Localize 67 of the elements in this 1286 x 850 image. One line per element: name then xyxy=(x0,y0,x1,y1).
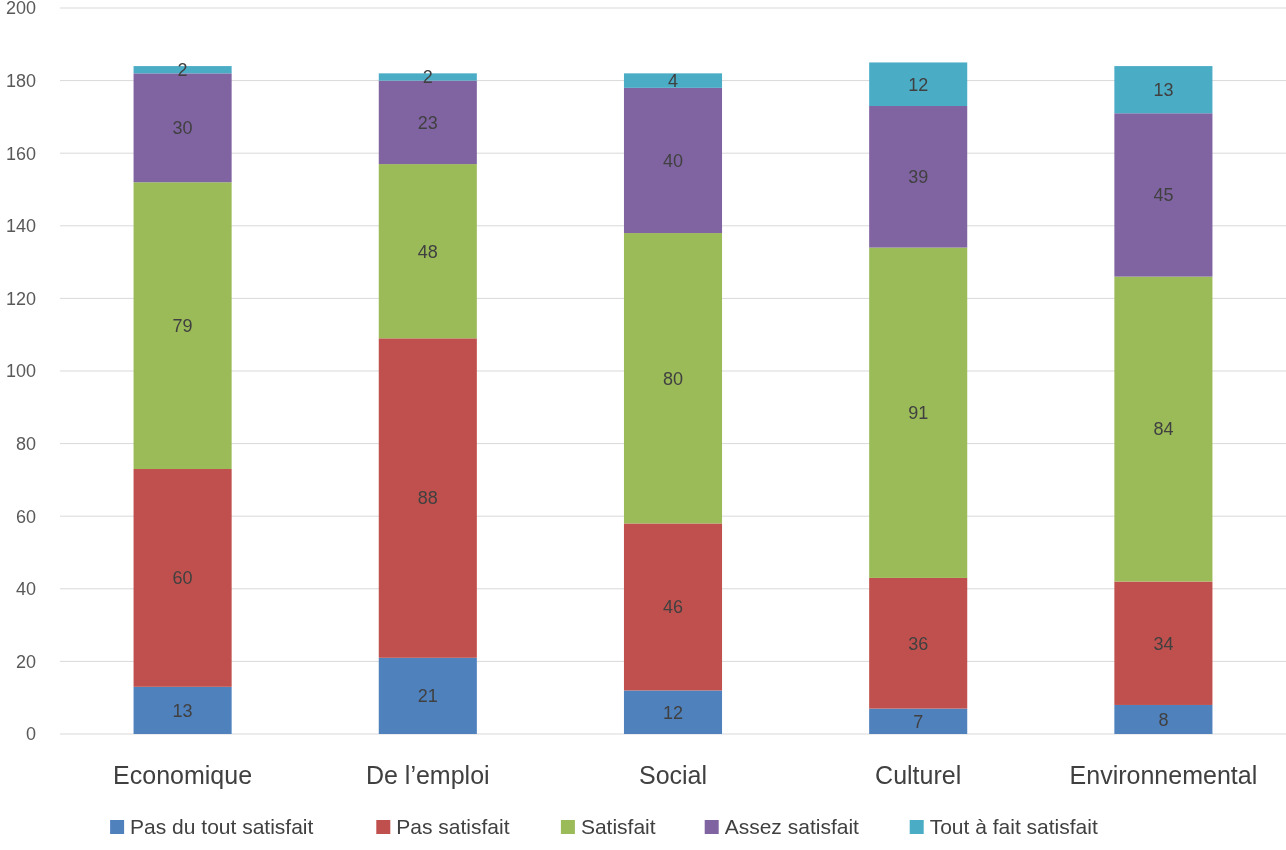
data-label: 8 xyxy=(1158,709,1169,730)
bar xyxy=(869,247,968,578)
legend-label: Satisfait xyxy=(580,815,656,838)
x-tick-label: Environnemental xyxy=(1069,761,1258,789)
data-label: 30 xyxy=(172,118,193,139)
data-label: 21 xyxy=(417,686,438,707)
y-tick-label: 160 xyxy=(5,143,36,164)
data-label: 4 xyxy=(667,70,679,91)
bar xyxy=(378,657,477,734)
bar xyxy=(623,87,723,234)
y-tick-label: 120 xyxy=(5,288,36,309)
bar xyxy=(869,106,968,248)
x-tick-label: Culturel xyxy=(875,761,962,789)
legend-label: Assez satisfait xyxy=(724,815,860,838)
data-label: 39 xyxy=(908,167,929,188)
y-tick-label: 40 xyxy=(15,579,36,600)
data-label: 13 xyxy=(1153,79,1174,100)
data-label: 46 xyxy=(662,597,684,618)
x-tick-label: De l’emploi xyxy=(365,761,490,789)
bar xyxy=(1114,113,1213,277)
bar xyxy=(133,686,232,734)
y-tick-label: 140 xyxy=(5,216,36,237)
data-label: 60 xyxy=(172,568,193,589)
y-tick-label: 200 xyxy=(5,0,36,19)
data-label: 7 xyxy=(913,711,924,732)
data-label: 2 xyxy=(177,60,188,81)
bar xyxy=(869,577,968,709)
bar xyxy=(1114,66,1213,114)
bar xyxy=(1114,704,1213,734)
data-label: 48 xyxy=(417,241,438,262)
data-label: 80 xyxy=(662,368,684,389)
legend-label: Pas satisfait xyxy=(396,815,510,838)
legend-label: Pas du tout satisfait xyxy=(130,815,314,838)
data-label: 13 xyxy=(172,700,193,721)
data-label: 12 xyxy=(662,702,684,723)
bar xyxy=(378,164,477,339)
bar xyxy=(623,73,723,88)
bar xyxy=(623,523,723,691)
y-tick-label: 180 xyxy=(5,70,36,91)
data-label: 45 xyxy=(1153,185,1174,206)
bar xyxy=(378,338,477,658)
y-tick-label: 100 xyxy=(5,361,36,382)
y-tick-label: 0 xyxy=(25,724,36,745)
data-label: 84 xyxy=(1153,419,1174,440)
data-label: 79 xyxy=(172,315,193,336)
data-label: 36 xyxy=(908,633,929,654)
data-label: 40 xyxy=(662,150,684,171)
data-label: 12 xyxy=(908,74,929,95)
data-label: 91 xyxy=(908,403,929,424)
bar xyxy=(133,182,232,470)
bar xyxy=(623,690,723,734)
y-tick-label: 80 xyxy=(15,433,36,454)
y-tick-label: 20 xyxy=(15,651,36,672)
bar xyxy=(623,233,723,524)
bar xyxy=(869,62,968,107)
data-label: 23 xyxy=(417,112,438,133)
x-tick-label: Economique xyxy=(113,761,253,789)
bar xyxy=(869,708,968,734)
x-tick-label: Social xyxy=(638,761,708,789)
data-label: 2 xyxy=(422,67,433,88)
legend-label: Tout à fait satisfait xyxy=(929,815,1098,838)
bar xyxy=(1114,276,1213,582)
bar xyxy=(1114,581,1213,705)
y-tick-label: 60 xyxy=(15,506,36,527)
bar xyxy=(133,469,232,687)
data-label: 88 xyxy=(417,488,438,509)
data-label: 34 xyxy=(1153,633,1174,654)
